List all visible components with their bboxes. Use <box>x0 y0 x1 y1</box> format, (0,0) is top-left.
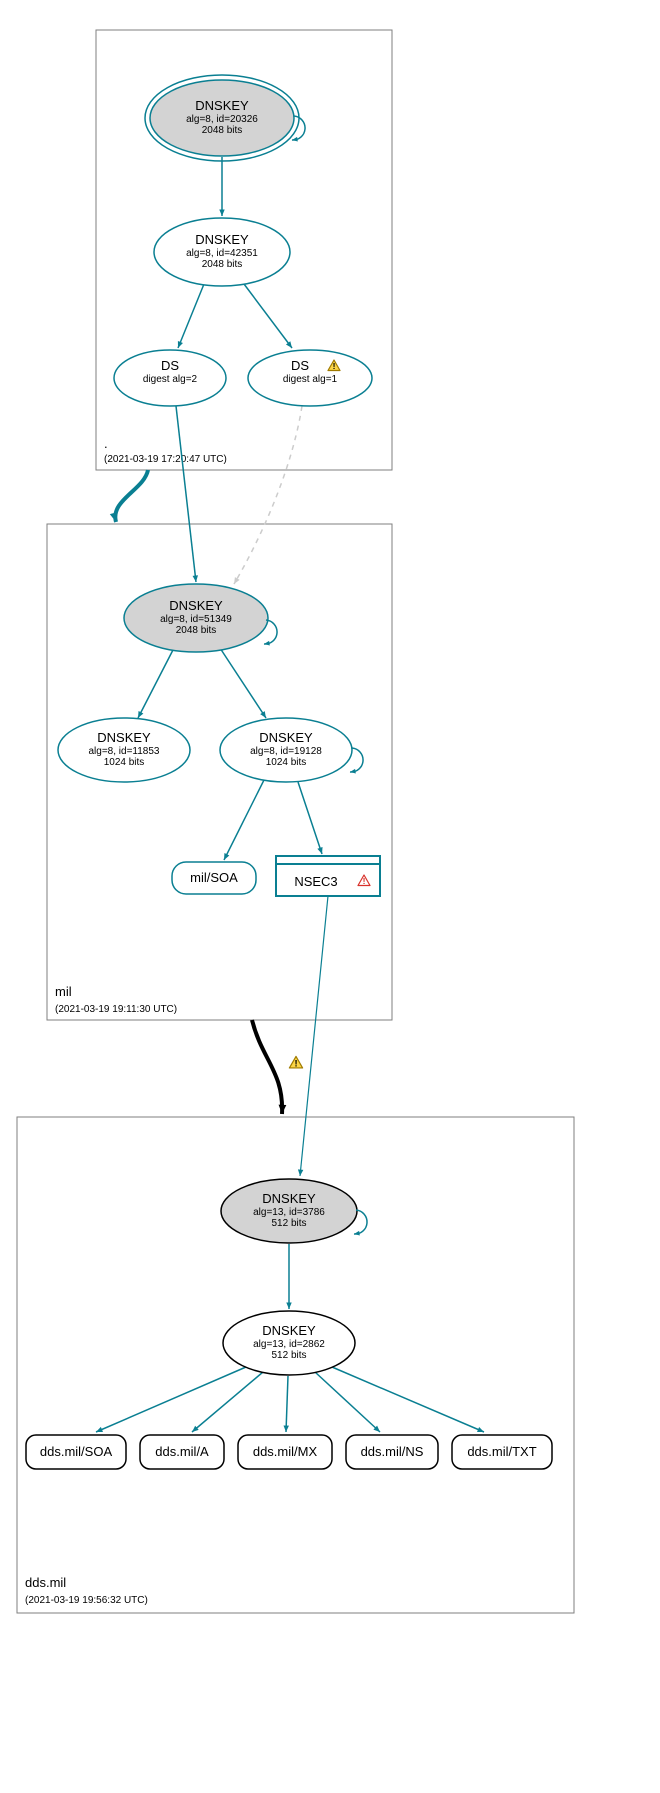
zone-timestamp: (2021-03-19 17:20:47 UTC) <box>104 454 227 465</box>
zone-label: mil <box>55 984 72 999</box>
edge <box>234 406 302 584</box>
edge <box>96 1367 246 1432</box>
node-sub: alg=13, id=3786 <box>253 1207 325 1218</box>
edge <box>178 284 204 348</box>
record-label: dds.mil/TXT <box>467 1444 536 1459</box>
edge <box>138 648 174 718</box>
node-sub: 1024 bits <box>266 757 307 768</box>
node-title: DNSKEY <box>97 730 151 745</box>
edge <box>244 284 292 348</box>
node-sub: alg=8, id=19128 <box>250 746 322 757</box>
edge <box>224 780 264 860</box>
edge <box>332 1367 484 1432</box>
node-title: DNSKEY <box>169 598 223 613</box>
svg-text:!: ! <box>333 361 336 371</box>
edge <box>286 1376 288 1432</box>
edge <box>176 406 196 582</box>
node-title: DNSKEY <box>195 98 249 113</box>
node-sub: alg=13, id=2862 <box>253 1339 325 1350</box>
node-sub: alg=8, id=11853 <box>89 746 160 757</box>
edge <box>115 470 148 522</box>
zone-label: . <box>104 436 108 451</box>
svg-text:!: ! <box>294 1059 297 1069</box>
node-sub: digest alg=1 <box>283 374 338 385</box>
node-sub: 512 bits <box>271 1218 306 1229</box>
node-sub: 2048 bits <box>202 259 243 270</box>
dnssec-diagram: . (2021-03-19 17:20:47 UTC) mil (2021-03-19… <box>0 0 660 1793</box>
node-title: DNSKEY <box>195 232 249 247</box>
node-title: DS <box>291 358 309 373</box>
edge <box>298 782 322 854</box>
record-label: dds.mil/SOA <box>40 1444 113 1459</box>
node-sub: 1024 bits <box>104 757 145 768</box>
record-label: mil/SOA <box>190 870 238 885</box>
zone-timestamp: (2021-03-19 19:11:30 UTC) <box>55 1004 177 1015</box>
record-label: dds.mil/NS <box>361 1444 424 1459</box>
zone-label: dds.mil <box>25 1575 66 1590</box>
svg-text:!: ! <box>363 876 366 886</box>
edge <box>220 648 266 718</box>
edge <box>300 896 328 1176</box>
edge <box>192 1372 263 1432</box>
node-title: DNSKEY <box>262 1323 316 1338</box>
node-sub: alg=8, id=51349 <box>160 614 232 625</box>
edge <box>315 1372 380 1432</box>
zone-timestamp: (2021-03-19 19:56:32 UTC) <box>25 1595 148 1606</box>
node-sub: digest alg=2 <box>143 374 198 385</box>
node-sub: 2048 bits <box>176 625 217 636</box>
node-sub: alg=8, id=20326 <box>186 114 258 125</box>
edge <box>252 1020 282 1114</box>
node-title: DNSKEY <box>259 730 313 745</box>
node-sub: 2048 bits <box>202 125 243 136</box>
node-title: DNSKEY <box>262 1191 316 1206</box>
node-sub: 512 bits <box>271 1350 306 1361</box>
nsec3-label: NSEC3 <box>294 874 337 889</box>
record-label: dds.mil/MX <box>253 1444 318 1459</box>
node-sub: alg=8, id=42351 <box>186 248 258 259</box>
node-title: DS <box>161 358 179 373</box>
record-label: dds.mil/A <box>155 1444 209 1459</box>
